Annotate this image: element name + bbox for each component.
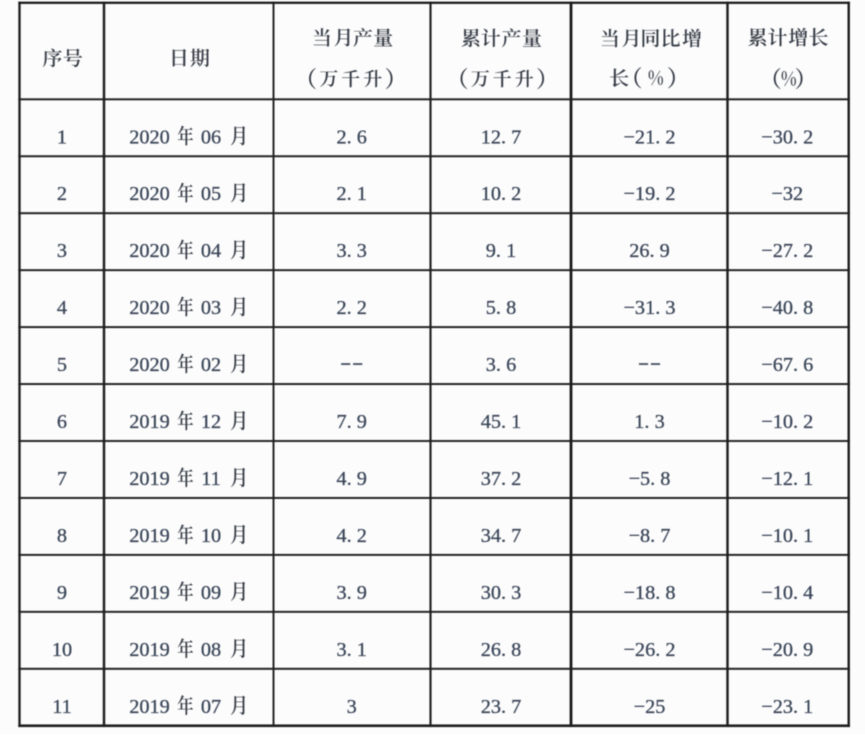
svg-text:−10. 4: −10. 4	[761, 582, 813, 604]
svg-text:3. 3: 3. 3	[336, 240, 366, 262]
svg-text:45. 1: 45. 1	[481, 411, 522, 433]
svg-text:7: 7	[57, 468, 67, 490]
svg-text:5. 8: 5. 8	[486, 297, 516, 319]
svg-text:8: 8	[57, 525, 67, 547]
svg-text:2020: 2020	[129, 297, 170, 319]
svg-text:08: 08	[201, 639, 221, 661]
svg-text:11: 11	[52, 696, 72, 718]
svg-text:3: 3	[57, 240, 67, 262]
svg-text:−10. 2: −10. 2	[761, 411, 813, 433]
svg-text:6: 6	[57, 411, 67, 433]
svg-text:07: 07	[201, 696, 221, 718]
svg-text:02: 02	[201, 354, 221, 376]
svg-text:11: 11	[201, 468, 221, 490]
svg-text:3. 9: 3. 9	[336, 582, 366, 604]
svg-text:−40. 8: −40. 8	[761, 297, 813, 319]
svg-text:1. 3: 1. 3	[634, 411, 664, 433]
svg-text:9: 9	[57, 582, 67, 604]
svg-text:−21. 2: −21. 2	[623, 126, 675, 148]
svg-text:3: 3	[347, 696, 357, 718]
svg-text:10: 10	[201, 525, 221, 547]
svg-text:−31. 3: −31. 3	[623, 297, 675, 319]
svg-text:4: 4	[57, 297, 67, 319]
svg-text:−25: −25	[634, 696, 666, 718]
svg-text:−10. 1: −10. 1	[761, 525, 813, 547]
svg-text:−19. 2: −19. 2	[623, 183, 675, 205]
svg-text:12. 7: 12. 7	[481, 126, 522, 148]
svg-text:10: 10	[52, 639, 72, 661]
svg-text:2019: 2019	[129, 696, 170, 718]
svg-text:2. 2: 2. 2	[336, 297, 366, 319]
svg-text:2: 2	[57, 183, 67, 205]
svg-text:26. 8: 26. 8	[481, 639, 522, 661]
svg-text:30. 3: 30. 3	[481, 582, 522, 604]
svg-text:−26. 2: −26. 2	[623, 639, 675, 661]
svg-text:37. 2: 37. 2	[481, 468, 522, 490]
svg-text:04: 04	[201, 240, 221, 262]
svg-text:2019: 2019	[129, 525, 170, 547]
svg-text:2020: 2020	[129, 126, 170, 148]
svg-text:−27. 2: −27. 2	[761, 240, 813, 262]
svg-text:2019: 2019	[129, 411, 170, 433]
svg-text:2. 1: 2. 1	[336, 183, 366, 205]
svg-text:3. 1: 3. 1	[336, 639, 366, 661]
svg-text:2020: 2020	[129, 183, 170, 205]
svg-text:2. 6: 2. 6	[336, 126, 366, 148]
svg-text:4. 2: 4. 2	[336, 525, 366, 547]
svg-text:−32: −32	[771, 183, 803, 205]
svg-text:3. 6: 3. 6	[486, 354, 516, 376]
svg-text:09: 09	[201, 582, 221, 604]
svg-text:2019: 2019	[129, 582, 170, 604]
svg-text:−30. 2: −30. 2	[761, 126, 813, 148]
svg-text:4. 9: 4. 9	[336, 468, 366, 490]
svg-text:10. 2: 10. 2	[481, 183, 522, 205]
svg-text:−23. 1: −23. 1	[761, 696, 813, 718]
svg-text:−67. 6: −67. 6	[761, 354, 813, 376]
svg-text:−20. 9: −20. 9	[761, 639, 813, 661]
svg-text:03: 03	[201, 297, 221, 319]
svg-text:−8. 7: −8. 7	[629, 525, 671, 547]
svg-text:7. 9: 7. 9	[336, 411, 366, 433]
svg-text:2019: 2019	[129, 639, 170, 661]
svg-text:05: 05	[201, 183, 221, 205]
svg-text:2020: 2020	[129, 240, 170, 262]
svg-text:06: 06	[201, 126, 221, 148]
svg-text:1: 1	[57, 126, 67, 148]
svg-text:2020: 2020	[129, 354, 170, 376]
svg-text:−18. 8: −18. 8	[623, 582, 675, 604]
svg-text:9. 1: 9. 1	[486, 240, 516, 262]
svg-text:5: 5	[57, 354, 67, 376]
svg-text:−5. 8: −5. 8	[629, 468, 671, 490]
svg-text:−12. 1: −12. 1	[761, 468, 813, 490]
svg-text:34. 7: 34. 7	[481, 525, 522, 547]
svg-text:2019: 2019	[129, 468, 170, 490]
svg-text:26. 9: 26. 9	[629, 240, 670, 262]
svg-text:12: 12	[201, 411, 221, 433]
svg-text:23. 7: 23. 7	[481, 696, 522, 718]
